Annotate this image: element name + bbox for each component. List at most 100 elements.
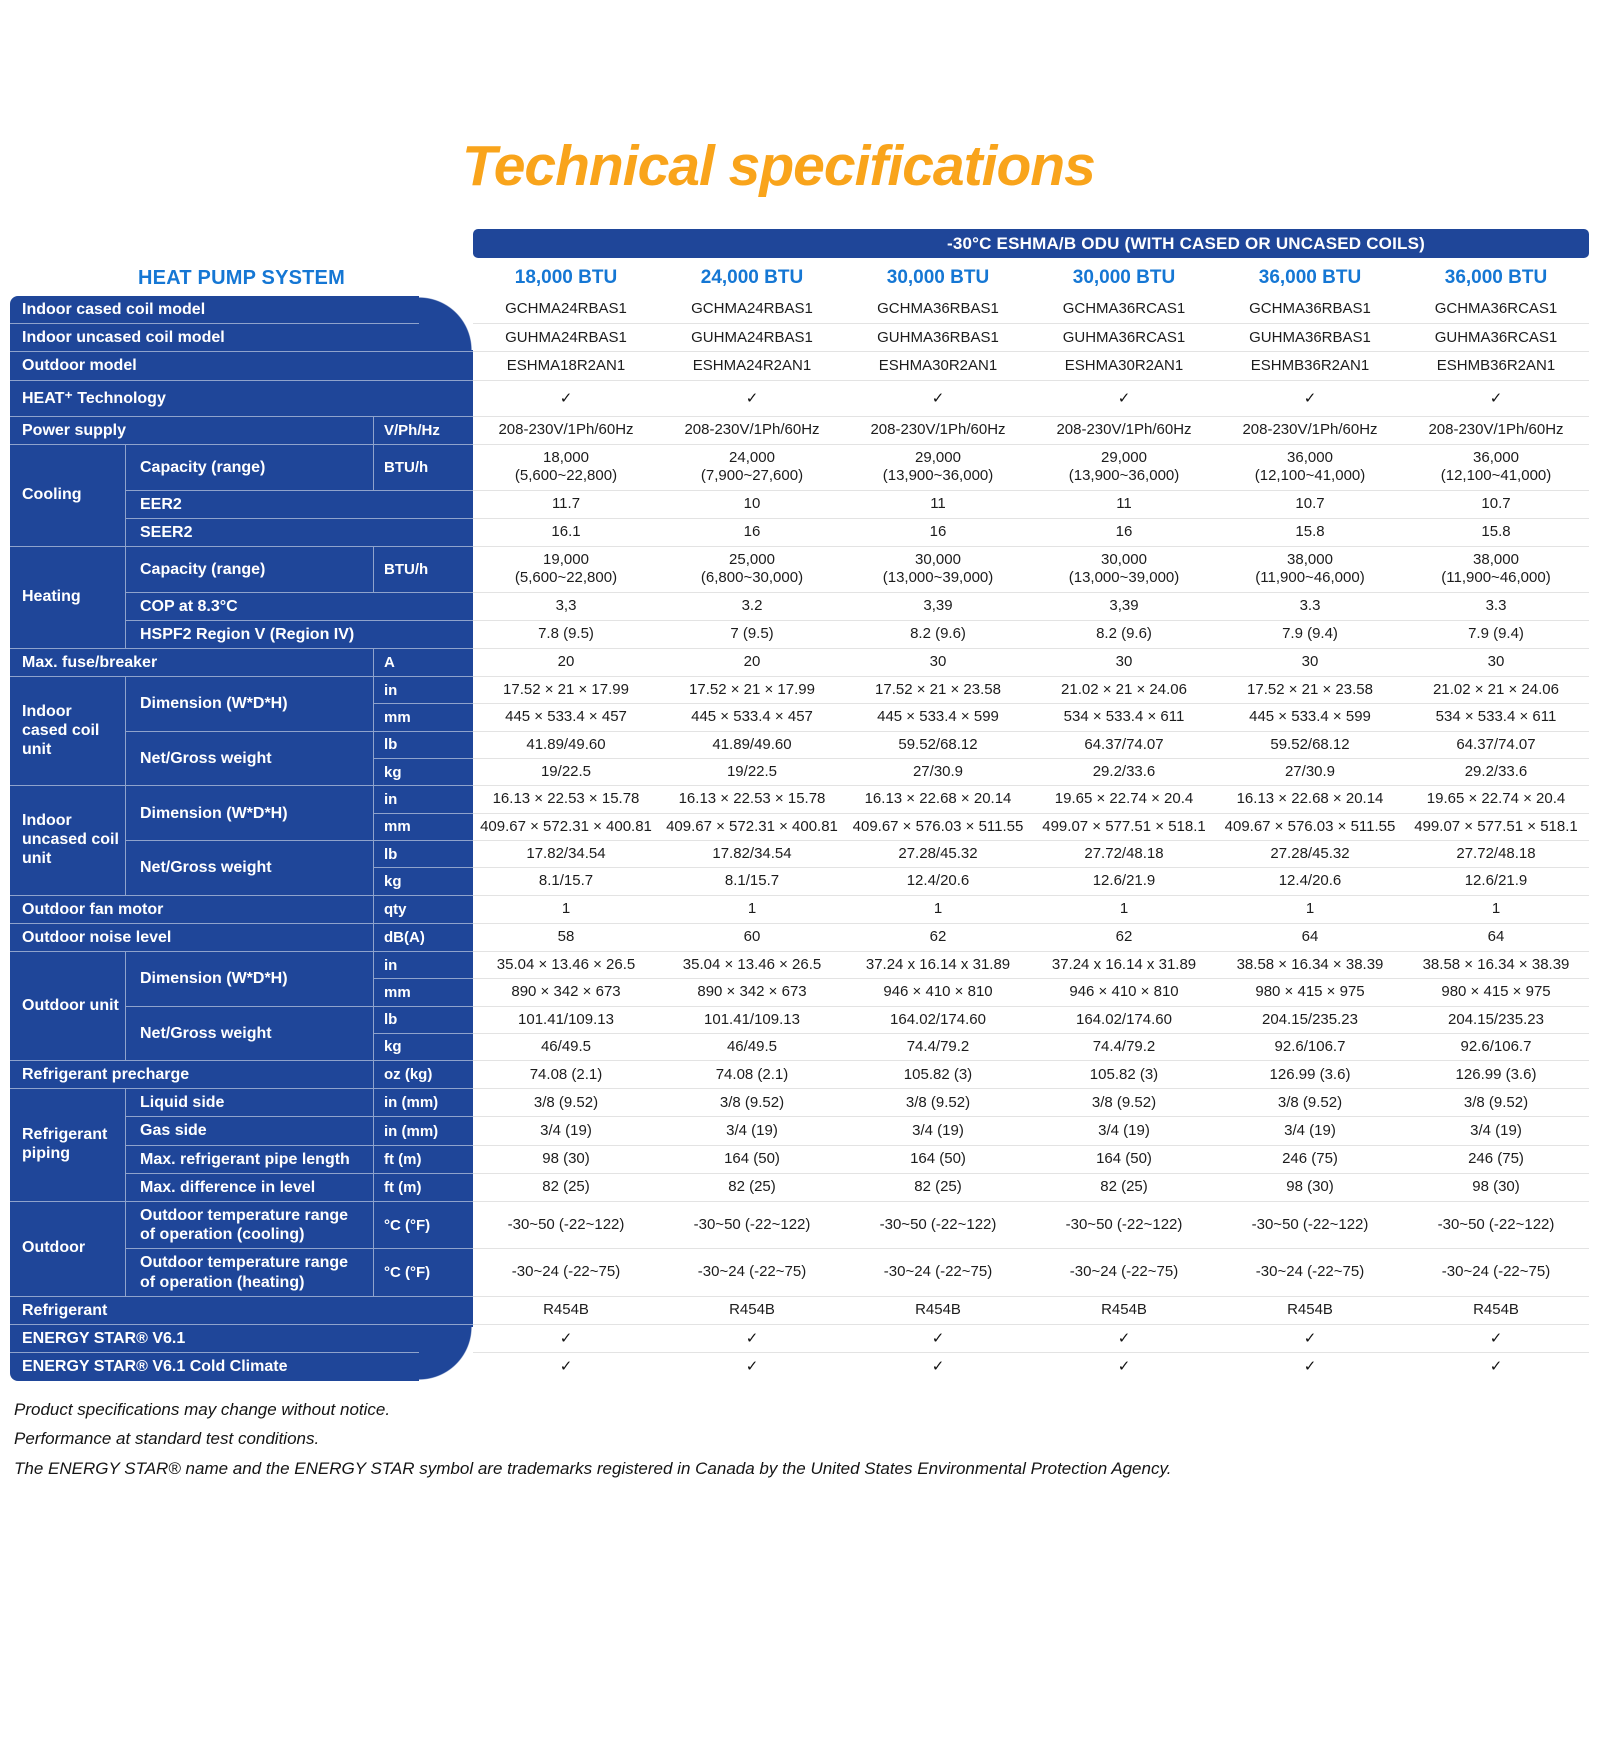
spec-value: 890 × 342 × 673 — [473, 979, 659, 1007]
spec-value: GCHMA36RCAS1 — [1031, 296, 1217, 325]
spec-value: 499.07 × 577.51 × 518.1 — [1031, 813, 1217, 841]
spec-table-body: Indoor cased coil model GCHMA24RBAS1 GCHMA… — [10, 296, 1589, 1381]
spec-value: 208-230V/1Ph/60Hz — [845, 416, 1031, 446]
spec-value: 164 (50) — [845, 1145, 1031, 1174]
unit-label: V/Ph/Hz — [373, 416, 473, 446]
spec-value: 3,3 — [473, 592, 659, 621]
spec-value: 11 — [1031, 490, 1217, 519]
spec-value: 20 — [659, 648, 845, 678]
spec-value: 21.02 × 21 × 24.06 — [1031, 677, 1217, 705]
table-row: Indoor uncased coil model GUHMA24RBAS1 GUH… — [10, 324, 1589, 353]
spec-value: 499.07 × 577.51 × 518.1 — [1403, 813, 1589, 841]
spec-value: -30~24 (-22~75) — [1217, 1249, 1403, 1297]
check-icon: ✓ — [745, 1328, 759, 1347]
spec-value: 534 × 533.4 × 611 — [1403, 704, 1589, 732]
column-header-4: 30,000 BTU — [1072, 267, 1176, 288]
table-row: kg 19/22.5 19/22.5 27/30.9 29.2/33.6 27/30.9 2… — [10, 759, 1589, 787]
spec-value: 534 × 533.4 × 611 — [1031, 704, 1217, 732]
spec-value: 3/4 (19) — [845, 1117, 1031, 1146]
spec-value: 3/4 (19) — [1217, 1117, 1403, 1146]
spec-value: 204.15/235.23 — [1403, 1006, 1589, 1034]
spec-value: 64 — [1403, 923, 1589, 952]
spec-sheet: Technical specifications -30°C ESHMA/B O… — [10, 138, 1592, 1481]
spec-value: 82 (25) — [659, 1173, 845, 1203]
spec-value: 126.99 (3.6) — [1217, 1061, 1403, 1090]
spec-value: R454B — [1403, 1296, 1589, 1325]
spec-value: GUHMA36RCAS1 — [1031, 324, 1217, 353]
table-row: Net/Gross weight lb 101.41/109.13 101.41/10… — [10, 1006, 1589, 1062]
spec-value: 82 (25) — [473, 1173, 659, 1203]
table-row: Max. fuse/breaker A 20 20 30 30 30 30 — [10, 648, 1589, 678]
table-row: Refrigerant piping Liquid side in (mm) 3/8 … — [10, 1089, 1589, 1203]
spec-value: 18,000 (5,600~22,800) — [473, 445, 659, 491]
spec-value: 8.1/15.7 — [659, 868, 845, 896]
check-cell: ✓ — [845, 1353, 1031, 1381]
spec-value: GCHMA24RBAS1 — [659, 296, 845, 325]
spec-value: 19/22.5 — [659, 759, 845, 787]
row-label: Capacity (range) — [125, 547, 373, 593]
unit-label: in — [373, 951, 473, 980]
unit-label: °C (°F) — [373, 1202, 473, 1250]
spec-value: 10 — [659, 490, 845, 519]
table-row: Indoor cased coil unit Dimension (W*D*H) i… — [10, 677, 1589, 787]
spec-value: 445 × 533.4 × 457 — [473, 704, 659, 732]
spec-value: 38,000 (11,900~46,000) — [1403, 547, 1589, 593]
row-label: Refrigerant precharge — [10, 1061, 373, 1090]
check-cell: ✓ — [1031, 1353, 1217, 1381]
spec-value: 164.02/174.60 — [845, 1006, 1031, 1034]
spec-value: 3/8 (9.52) — [473, 1089, 659, 1118]
row-label: Power supply — [10, 416, 373, 446]
unit-label: qty — [373, 895, 473, 924]
spec-value: 19,000 (5,600~22,800) — [473, 547, 659, 593]
row-label: HEAT⁺ Technology — [10, 380, 473, 417]
group-label: Indoor uncased coil unit — [10, 786, 125, 896]
spec-value: 17.52 × 21 × 17.99 — [473, 677, 659, 705]
unit-label: in — [373, 677, 473, 705]
row-label: HSPF2 Region V (Region IV) — [125, 620, 473, 649]
row-label: SEER2 — [125, 518, 473, 548]
unit-label: mm — [373, 979, 473, 1007]
row-label: Max. difference in level — [125, 1173, 373, 1203]
spec-value: 445 × 533.4 × 599 — [845, 704, 1031, 732]
unit-label: ft (m) — [373, 1145, 473, 1174]
footnote-line: Performance at standard test conditions. — [14, 1429, 320, 1449]
spec-value: 98 (30) — [1217, 1173, 1403, 1203]
table-row: kg 8.1/15.7 8.1/15.7 12.4/20.6 12.6/21.9 12.4… — [10, 868, 1589, 896]
table-row: mm 890 × 342 × 673 890 × 342 × 673 946 × 41… — [10, 979, 1589, 1007]
spec-value: ESHMA18R2AN1 — [473, 352, 659, 381]
table-row: HSPF2 Region V (Region IV) 7.8 (9.5) 7 (9.… — [10, 620, 1589, 649]
spec-value: ESHMA30R2AN1 — [845, 352, 1031, 381]
row-label: Liquid side — [125, 1089, 373, 1118]
row-label: Gas side — [125, 1117, 373, 1146]
spec-value: R454B — [659, 1296, 845, 1325]
row-label: Dimension (W*D*H) — [125, 786, 373, 841]
check-cell: ✓ — [845, 380, 1031, 417]
column-header-5: 36,000 BTU — [1258, 267, 1362, 288]
spec-value: GCHMA36RBAS1 — [1217, 296, 1403, 325]
spec-value: 16.13 × 22.68 × 20.14 — [845, 786, 1031, 814]
spec-value: 3/4 (19) — [659, 1117, 845, 1146]
column-header-3: 30,000 BTU — [886, 267, 990, 288]
spec-value: 27.28/45.32 — [845, 840, 1031, 869]
spec-value: 30 — [1217, 648, 1403, 678]
spec-value: -30~24 (-22~75) — [1403, 1249, 1589, 1297]
spec-value: 16.13 × 22.53 × 15.78 — [659, 786, 845, 814]
spec-value: -30~24 (-22~75) — [845, 1249, 1031, 1297]
check-cell: ✓ — [659, 1324, 845, 1354]
check-cell: ✓ — [1217, 1324, 1403, 1354]
table-row: SEER2 16.1 16 16 16 15.8 15.8 — [10, 518, 1589, 548]
check-cell: ✓ — [1403, 1324, 1589, 1354]
spec-value: 41.89/49.60 — [659, 731, 845, 760]
spec-value: 27/30.9 — [1217, 759, 1403, 787]
spec-value: 38.58 × 16.34 × 38.39 — [1217, 951, 1403, 980]
spec-value: 36,000 (12,100~41,000) — [1403, 445, 1589, 491]
spec-value: 8.2 (9.6) — [845, 620, 1031, 649]
spec-value: R454B — [473, 1296, 659, 1325]
spec-value: ESHMB36R2AN1 — [1403, 352, 1589, 381]
spec-value: R454B — [1217, 1296, 1403, 1325]
spec-value: 64 — [1217, 923, 1403, 952]
unit-label: BTU/h — [373, 547, 473, 593]
row-label: Indoor uncased coil model — [10, 324, 473, 353]
spec-value: -30~24 (-22~75) — [1031, 1249, 1217, 1297]
spec-value: 3.2 — [659, 592, 845, 621]
